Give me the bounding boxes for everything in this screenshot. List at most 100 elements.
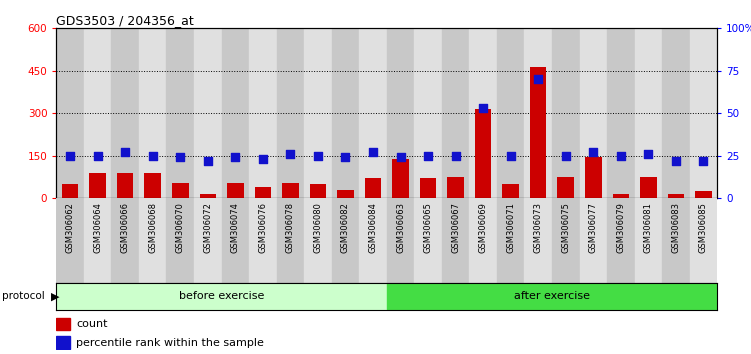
- Bar: [304, 28, 332, 198]
- Text: GSM306069: GSM306069: [478, 202, 487, 253]
- Bar: [337, 190, 354, 198]
- Bar: [552, 28, 580, 198]
- Bar: [530, 67, 547, 198]
- Text: GSM306071: GSM306071: [506, 202, 515, 253]
- Point: [64, 153, 76, 159]
- Text: GSM306072: GSM306072: [204, 202, 213, 253]
- Text: protocol: protocol: [2, 291, 44, 302]
- Bar: [62, 184, 78, 198]
- Bar: [420, 178, 436, 198]
- Bar: [282, 183, 299, 198]
- Bar: [84, 28, 111, 198]
- Bar: [585, 157, 602, 198]
- Point: [285, 151, 297, 157]
- Bar: [524, 28, 552, 198]
- Point: [394, 155, 406, 160]
- Point: [698, 158, 710, 164]
- Bar: [502, 184, 519, 198]
- Bar: [387, 198, 415, 283]
- Text: GSM306085: GSM306085: [699, 202, 708, 253]
- Point: [312, 153, 324, 159]
- Text: ▶: ▶: [51, 291, 59, 302]
- Bar: [111, 198, 139, 283]
- Point: [559, 153, 572, 159]
- Bar: [144, 173, 161, 198]
- Bar: [442, 198, 469, 283]
- Text: percentile rank within the sample: percentile rank within the sample: [76, 338, 264, 348]
- Point: [174, 155, 186, 160]
- Text: GSM306079: GSM306079: [617, 202, 626, 253]
- Text: GDS3503 / 204356_at: GDS3503 / 204356_at: [56, 14, 194, 27]
- Text: GSM306081: GSM306081: [644, 202, 653, 253]
- Bar: [524, 198, 552, 283]
- Text: GSM306080: GSM306080: [313, 202, 322, 253]
- Bar: [304, 198, 332, 283]
- Bar: [255, 187, 271, 198]
- Bar: [387, 283, 717, 310]
- Text: GSM306082: GSM306082: [341, 202, 350, 253]
- Text: GSM306077: GSM306077: [589, 202, 598, 253]
- Bar: [689, 28, 717, 198]
- Bar: [662, 198, 689, 283]
- Text: GSM306076: GSM306076: [258, 202, 267, 253]
- Bar: [557, 177, 574, 198]
- Bar: [172, 183, 189, 198]
- Bar: [475, 109, 491, 198]
- Bar: [668, 194, 684, 198]
- Point: [642, 151, 654, 157]
- Bar: [695, 191, 712, 198]
- Bar: [167, 28, 194, 198]
- Text: GSM306063: GSM306063: [396, 202, 405, 253]
- Bar: [249, 198, 276, 283]
- Bar: [56, 283, 387, 310]
- Bar: [56, 318, 70, 330]
- Text: GSM306062: GSM306062: [65, 202, 74, 253]
- Text: GSM306078: GSM306078: [286, 202, 295, 253]
- Bar: [309, 184, 326, 198]
- Bar: [276, 28, 304, 198]
- Bar: [56, 28, 84, 198]
- Bar: [607, 28, 635, 198]
- Bar: [552, 198, 580, 283]
- Bar: [111, 28, 139, 198]
- Text: GSM306067: GSM306067: [451, 202, 460, 253]
- Text: GSM306066: GSM306066: [121, 202, 130, 253]
- Bar: [222, 28, 249, 198]
- Point: [450, 153, 462, 159]
- Point: [202, 158, 214, 164]
- Point: [477, 105, 489, 111]
- Bar: [84, 198, 111, 283]
- Bar: [607, 198, 635, 283]
- Bar: [332, 28, 359, 198]
- Text: before exercise: before exercise: [179, 291, 264, 302]
- Text: GSM306070: GSM306070: [176, 202, 185, 253]
- Text: GSM306075: GSM306075: [561, 202, 570, 253]
- Text: GSM306073: GSM306073: [534, 202, 543, 253]
- Point: [670, 158, 682, 164]
- Text: after exercise: after exercise: [514, 291, 590, 302]
- Text: GSM306065: GSM306065: [424, 202, 433, 253]
- Bar: [56, 198, 84, 283]
- Bar: [635, 28, 662, 198]
- Bar: [662, 28, 689, 198]
- Point: [339, 155, 351, 160]
- Text: GSM306068: GSM306068: [148, 202, 157, 253]
- Bar: [167, 198, 194, 283]
- Bar: [580, 198, 607, 283]
- Bar: [580, 28, 607, 198]
- Point: [587, 149, 599, 155]
- Bar: [497, 28, 524, 198]
- Bar: [359, 28, 387, 198]
- Text: count: count: [76, 319, 107, 329]
- Point: [92, 153, 104, 159]
- Bar: [387, 28, 415, 198]
- Bar: [194, 198, 222, 283]
- Bar: [332, 198, 359, 283]
- Text: GSM306083: GSM306083: [671, 202, 680, 253]
- Bar: [415, 198, 442, 283]
- Bar: [89, 173, 106, 198]
- Point: [119, 149, 131, 155]
- Bar: [200, 194, 216, 198]
- Text: GSM306064: GSM306064: [93, 202, 102, 253]
- Text: GSM306084: GSM306084: [369, 202, 378, 253]
